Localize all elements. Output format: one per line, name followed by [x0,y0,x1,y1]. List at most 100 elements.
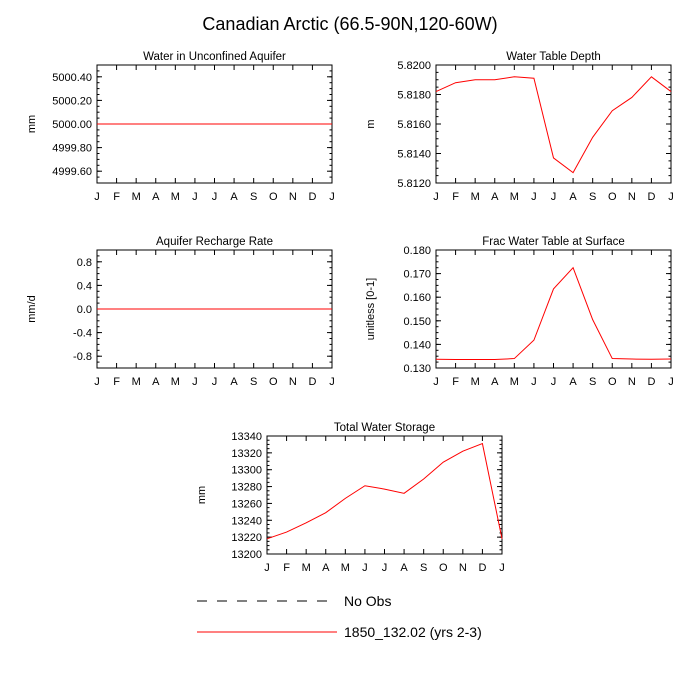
x-tick-label: J [668,376,674,388]
y-tick-label: 0.8 [77,257,92,269]
y-tick-label: 0.170 [403,269,431,281]
y-axis-label: mm/d [26,295,38,323]
series-line [266,442,503,540]
y-tick-label: 0.160 [403,292,431,304]
x-tick-label: D [647,191,655,203]
x-tick-label: A [569,191,577,203]
x-tick-label: F [113,191,120,203]
y-tick-label: 13260 [231,498,262,510]
y-tick-label: 5.8140 [397,149,431,161]
y-tick-label: 0.150 [403,316,431,328]
x-tick-label: A [230,191,238,203]
series-line [435,266,672,360]
x-tick-label: J [212,191,218,203]
x-tick-label: M [132,376,141,388]
x-tick-label: J [212,376,218,388]
y-tick-label: 0.130 [403,363,431,375]
y-tick-label: 13200 [231,549,262,561]
x-tick-label: N [289,191,297,203]
x-tick-label: S [589,191,596,203]
x-tick-label: F [283,562,290,574]
x-tick-label: O [269,191,278,203]
y-axis-label: mm [26,115,38,133]
y-tick-label: 0.140 [403,339,431,351]
x-tick-label: S [420,562,427,574]
x-tick-label: J [382,562,388,574]
x-tick-label: A [569,376,577,388]
x-tick-label: M [471,191,480,203]
y-tick-label: 0.180 [403,245,431,257]
x-tick-label: J [362,562,368,574]
y-tick-label: 5.8180 [397,90,431,102]
y-tick-label: 13300 [231,465,262,477]
x-tick-label: N [628,376,636,388]
y-tick-label: 4999.80 [52,143,92,155]
y-tick-label: -0.8 [73,351,92,363]
y-tick-label: 13340 [231,431,262,443]
x-tick-label: S [250,376,257,388]
y-tick-label: 5000.40 [52,72,92,84]
x-tick-label: J [329,376,335,388]
x-tick-label: F [452,191,459,203]
y-tick-label: 13240 [231,515,262,527]
x-tick-label: M [471,376,480,388]
x-tick-label: A [491,191,499,203]
y-tick-label: 5.8200 [397,60,431,72]
x-tick-label: A [230,376,238,388]
x-tick-label: J [531,376,537,388]
x-tick-label: A [491,376,499,388]
x-tick-label: J [94,376,100,388]
x-tick-label: J [192,191,198,203]
x-tick-label: D [647,376,655,388]
x-tick-label: O [608,376,617,388]
x-tick-label: N [628,191,636,203]
x-tick-label: A [400,562,408,574]
y-tick-label: 13280 [231,482,262,494]
y-tick-label: 4999.60 [52,166,92,178]
x-tick-label: O [439,562,448,574]
y-tick-label: 0.4 [77,280,92,292]
x-tick-label: M [171,191,180,203]
y-axis-label: mm [196,486,208,504]
x-tick-label: A [322,562,330,574]
y-tick-label: 5000.20 [52,95,92,107]
x-tick-label: F [452,376,459,388]
chart-title: Aquifer Recharge Rate [156,236,273,248]
y-tick-label: 13220 [231,532,262,544]
x-tick-label: J [668,191,674,203]
x-tick-label: N [289,376,297,388]
x-tick-label: M [171,376,180,388]
y-tick-label: 5.8120 [397,178,431,190]
y-tick-label: 13320 [231,448,262,460]
x-tick-label: A [152,376,160,388]
x-tick-label: M [341,562,350,574]
x-tick-label: J [264,562,270,574]
chart-title: Frac Water Table at Surface [482,236,625,248]
y-tick-label: 0.0 [77,304,92,316]
x-tick-label: S [250,191,257,203]
x-tick-label: J [531,191,537,203]
chart-title: Water in Unconfined Aquifer [143,51,286,63]
chart-title: Water Table Depth [506,51,601,63]
y-tick-label: 5.8160 [397,119,431,131]
x-tick-label: M [510,376,519,388]
x-tick-label: M [132,191,141,203]
x-tick-label: J [433,376,439,388]
legend: No Obs 1850_132.02 (yrs 2-3) [197,593,482,640]
y-axis-label: m [365,119,377,128]
x-tick-label: J [329,191,335,203]
x-tick-label: N [459,562,467,574]
legend-label-model-run: 1850_132.02 (yrs 2-3) [344,624,482,640]
x-tick-label: M [510,191,519,203]
legend-label-no-obs: No Obs [344,593,391,609]
x-tick-label: S [589,376,596,388]
x-tick-label: J [499,562,505,574]
x-tick-label: D [478,562,486,574]
